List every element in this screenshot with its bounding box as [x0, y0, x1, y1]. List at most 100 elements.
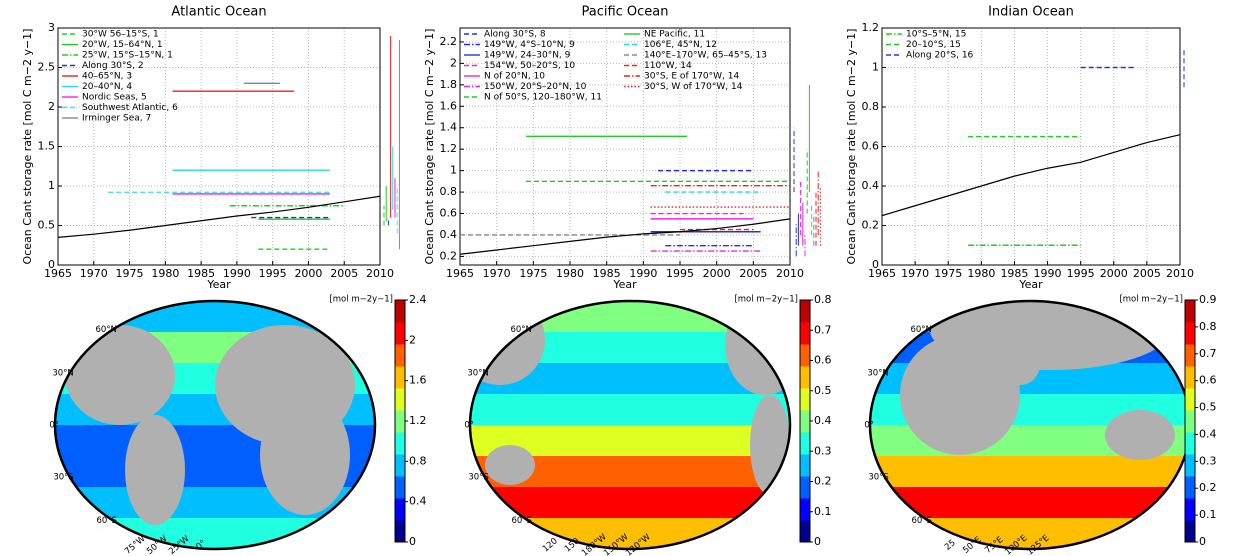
legend-label: 30°S, W of 170°W, 14	[644, 82, 743, 92]
colorbar-cell	[1185, 498, 1195, 521]
lat-label: 30°N	[467, 368, 488, 378]
legend-label: NE Pacific, 11	[644, 30, 705, 40]
legend-label: 20–40°N, 4	[82, 82, 132, 92]
y-tick-label: 2.5	[38, 61, 56, 74]
colorbar-cell	[800, 498, 810, 521]
land	[1000, 345, 1040, 385]
colorbar-cell	[395, 498, 405, 521]
colorbar-cell	[395, 432, 405, 455]
lat-label: 60°N	[510, 325, 531, 335]
colorbar-cell	[395, 366, 405, 389]
x-tick-label: 1970	[901, 267, 929, 280]
legend-label: Southwest Atlantic, 6	[82, 103, 178, 113]
colorbar-unit: [mol m−2y−1]	[329, 295, 393, 305]
land	[125, 415, 185, 525]
colorbar-cell	[800, 322, 810, 345]
colorbar-tick-label: 0.3	[1199, 454, 1217, 467]
legend-label: 30°W 56–15°S, 1	[82, 30, 159, 40]
y-tick-label: 0.5	[38, 219, 56, 232]
x-tick-label: 1990	[629, 267, 657, 280]
colorbar-tick-label: 0.7	[1199, 347, 1217, 360]
land	[1105, 410, 1175, 460]
lat-label: 60°S	[96, 516, 116, 526]
colorbar-tick-label: 0.8	[409, 454, 427, 467]
lat-label: 0°	[464, 421, 474, 431]
colorbar-cell	[800, 520, 810, 543]
y-tick-label: 0.6	[862, 140, 880, 153]
x-tick-label: 2010	[366, 267, 394, 280]
x-tick-label: 1995	[1067, 267, 1095, 280]
colorbar-cell	[1185, 410, 1195, 433]
x-tick-label: 2005	[330, 267, 358, 280]
x-tick-label: 1970	[483, 267, 511, 280]
y-tick-label: 0.8	[440, 185, 458, 198]
colorbar-tick-label: 0.5	[1199, 401, 1217, 414]
colorbar-cell	[395, 410, 405, 433]
chart-title: Indian Ocean	[988, 5, 1074, 20]
colorbar-tick-label: 1.2	[409, 414, 427, 427]
colorbar-tick-label: 0.4	[1199, 427, 1217, 440]
colorbar-cell	[395, 344, 405, 367]
y-tick-label: 0	[872, 258, 879, 271]
plot-frame	[881, 27, 1181, 266]
x-tick-label: 1990	[223, 267, 251, 280]
lat-label: 60°N	[910, 325, 931, 335]
lat-label: 30°S	[868, 473, 888, 483]
series-line	[459, 218, 791, 255]
legend-label: 149°W, 4°S–10°N, 9	[484, 40, 575, 50]
series-line	[881, 134, 1181, 217]
y-tick-label: 1.5	[38, 140, 56, 153]
ocean-band	[870, 487, 1190, 519]
ocean-band	[870, 456, 1190, 488]
x-tick-label: 2000	[703, 267, 731, 280]
colorbar-cell	[1185, 322, 1195, 345]
y-axis-label: Ocean Cant storage rate [mol C m−2 y−1]	[423, 29, 436, 265]
y-tick-label: 1.2	[862, 21, 880, 34]
colorbar-cell	[800, 454, 810, 477]
colorbar-tick-label: 0.1	[814, 505, 832, 518]
land	[900, 335, 1020, 455]
colorbar-cell	[800, 300, 810, 323]
colorbar-tick-label: 2	[409, 333, 416, 346]
colorbar-tick-label: 0.4	[814, 414, 832, 427]
colorbar-tick-label: 0.6	[814, 354, 832, 367]
series-line	[57, 195, 381, 238]
x-tick-label: 1995	[259, 267, 287, 280]
legend-label: 40–65°N, 3	[82, 72, 132, 82]
colorbar-cell	[395, 388, 405, 411]
colorbar-cell	[1185, 366, 1195, 389]
colorbar-cell	[395, 520, 405, 543]
x-tick-label: 2000	[1100, 267, 1128, 280]
y-tick-label: 0.2	[862, 219, 880, 232]
map-frame	[468, 299, 792, 551]
land	[260, 395, 350, 515]
x-axis-label: Year	[206, 278, 231, 291]
land	[750, 395, 790, 495]
y-tick-label: 0.6	[440, 207, 458, 220]
lat-label: 30°S	[53, 473, 73, 483]
colorbar-cell	[1185, 520, 1195, 543]
legend-label: Nordic Seas, 5	[82, 93, 147, 103]
x-axis-label: Year	[1018, 278, 1043, 291]
y-tick-label: 0.8	[862, 100, 880, 113]
legend-label: 140°E–170°W, 65–45°S, 13	[644, 51, 767, 61]
lat-label: 60°S	[911, 516, 931, 526]
y-tick-label: 0	[48, 258, 55, 271]
x-tick-label: 1975	[934, 267, 962, 280]
x-tick-label: 1965	[44, 267, 72, 280]
y-tick-label: 2	[48, 100, 55, 113]
map-frame	[53, 299, 377, 551]
x-tick-label: 2010	[1166, 267, 1194, 280]
lat-label: 0°	[49, 421, 59, 431]
y-tick-label: 1	[48, 179, 55, 192]
lat-label: 0°	[864, 421, 874, 431]
legend-label: 149°W, 24–30°N, 9	[484, 51, 571, 61]
colorbar-tick-label: 1.6	[409, 374, 427, 387]
x-tick-label: 1995	[666, 267, 694, 280]
lat-label: 30°N	[52, 368, 73, 378]
colorbar-tick-label: 0	[409, 535, 416, 548]
legend-label: 106°E, 45°N, 12	[644, 40, 717, 50]
y-tick-label: 2.2	[440, 35, 458, 48]
y-tick-label: 1	[450, 164, 457, 177]
x-tick-label: 1985	[187, 267, 215, 280]
